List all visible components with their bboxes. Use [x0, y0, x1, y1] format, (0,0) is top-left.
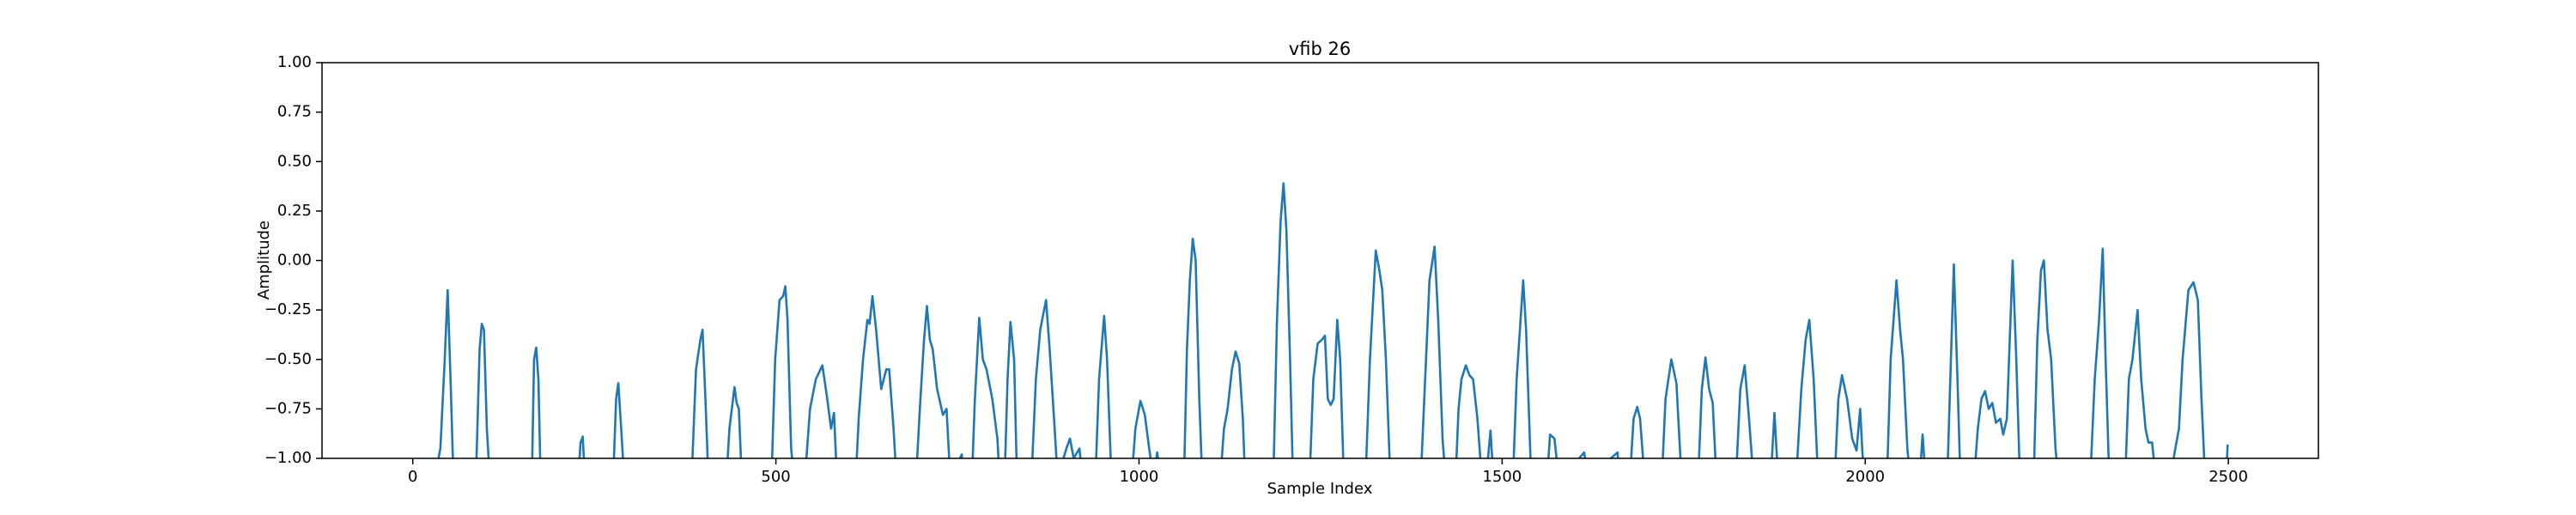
signal-line: [437, 182, 2229, 458]
x-tick-label: 2500: [2208, 468, 2248, 486]
y-tick-label: −1.00: [264, 449, 312, 467]
y-tick-label: 0.50: [277, 152, 312, 170]
y-tick-label: 0.25: [277, 202, 312, 220]
x-tick-label: 1000: [1120, 468, 1159, 486]
y-tick-label: −0.25: [264, 300, 312, 318]
x-axis-label: Sample Index: [1267, 480, 1373, 498]
y-tick-label: 0.00: [277, 251, 312, 270]
y-tick-label: 1.00: [277, 53, 312, 71]
x-tick-label: 2000: [1845, 468, 1885, 486]
x-tick-label: 1500: [1482, 468, 1522, 486]
y-axis-label: Amplitude: [255, 221, 273, 300]
y-tick-label: 0.75: [277, 103, 312, 121]
y-tick-label: −0.50: [264, 350, 312, 368]
y-tick-label: −0.75: [264, 399, 312, 417]
chart-title: vfib 26: [1289, 39, 1351, 59]
x-tick-label: 500: [761, 468, 790, 486]
plot-frame: [321, 62, 2319, 459]
x-tick-label: 0: [408, 468, 417, 486]
